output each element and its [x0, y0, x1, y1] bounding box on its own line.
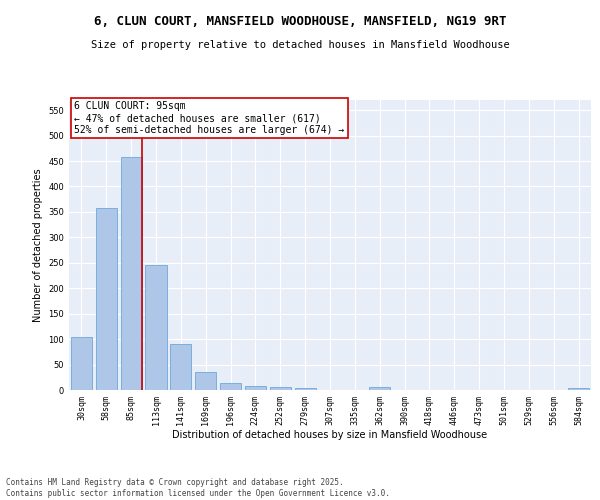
- Bar: [245, 386, 266, 390]
- Text: 6 CLUN COURT: 95sqm
← 47% of detached houses are smaller (617)
52% of semi-detac: 6 CLUN COURT: 95sqm ← 47% of detached ho…: [74, 102, 344, 134]
- X-axis label: Distribution of detached houses by size in Mansfield Woodhouse: Distribution of detached houses by size …: [172, 430, 488, 440]
- Bar: [369, 388, 390, 390]
- Bar: [71, 336, 92, 390]
- Bar: [295, 388, 316, 390]
- Text: Contains HM Land Registry data © Crown copyright and database right 2025.
Contai: Contains HM Land Registry data © Crown c…: [6, 478, 390, 498]
- Bar: [96, 208, 117, 390]
- Bar: [568, 388, 589, 390]
- Bar: [121, 158, 142, 390]
- Text: 6, CLUN COURT, MANSFIELD WOODHOUSE, MANSFIELD, NG19 9RT: 6, CLUN COURT, MANSFIELD WOODHOUSE, MANS…: [94, 15, 506, 28]
- Bar: [145, 265, 167, 390]
- Bar: [270, 388, 291, 390]
- Y-axis label: Number of detached properties: Number of detached properties: [33, 168, 43, 322]
- Bar: [220, 384, 241, 390]
- Bar: [195, 372, 216, 390]
- Bar: [170, 344, 191, 390]
- Text: Size of property relative to detached houses in Mansfield Woodhouse: Size of property relative to detached ho…: [91, 40, 509, 50]
